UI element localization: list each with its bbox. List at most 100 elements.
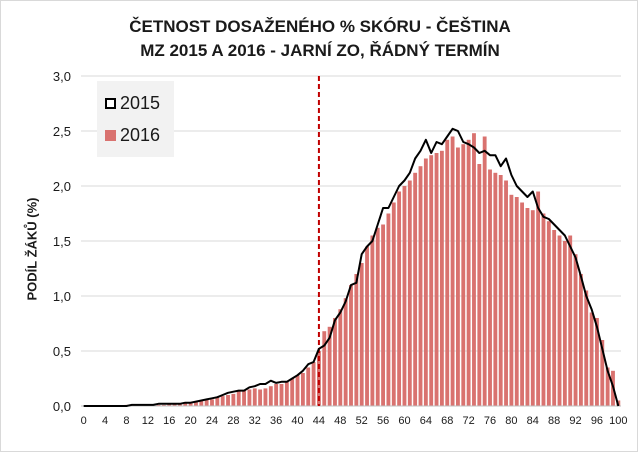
y-tick-label: 0,0: [53, 399, 71, 414]
bar-2016: [450, 136, 455, 406]
bar-2016: [509, 194, 514, 406]
bar-2016: [391, 202, 396, 406]
bar-2016: [605, 367, 610, 406]
bar-2016: [595, 318, 599, 406]
legend-entry-2015: 2015: [105, 91, 160, 115]
bar-2016: [370, 235, 375, 406]
y-axis-title: PODÍL ŽÁKŮ (%): [24, 197, 40, 301]
bar-2016: [172, 403, 177, 406]
bar-2016: [423, 158, 428, 406]
bar-2016: [327, 326, 332, 406]
x-tick-label: 24: [206, 415, 218, 427]
bar-2016: [578, 274, 583, 406]
bar-2016: [584, 290, 589, 406]
bar-2016: [461, 144, 466, 406]
bar-2016: [338, 309, 343, 406]
x-tick-label: 72: [462, 415, 474, 427]
bar-2016: [226, 395, 230, 406]
y-tick-label: 1,0: [53, 289, 71, 304]
bar-2016: [498, 175, 503, 406]
chart-title-line-1: ČETNOST DOSAŽENÉHO % SKÓRU - ČEŠTINA: [129, 17, 511, 36]
bar-2016: [284, 381, 289, 406]
bar-2016: [562, 241, 567, 406]
bar-2016: [204, 399, 209, 406]
chart-title-line-2: MZ 2015 A 2016 - JARNÍ ZO, ŘÁDNÝ TERMÍN: [140, 41, 500, 60]
chart-title: ČETNOST DOSAŽENÉHO % SKÓRU - ČEŠTINA MZ …: [1, 15, 638, 63]
bar-2016: [407, 180, 412, 406]
line-2015: [83, 127, 620, 407]
bar-2016: [290, 378, 295, 406]
bar-2016: [194, 401, 198, 406]
x-tick-label: 100: [609, 415, 627, 427]
legend-swatch-2015: [105, 97, 116, 109]
bar-2016: [343, 298, 348, 406]
bar-2016: [445, 139, 450, 407]
bar-2016: [236, 390, 241, 406]
x-tick-label: 0: [81, 415, 87, 427]
x-tick-label: 12: [142, 415, 154, 427]
bar-2016: [215, 397, 220, 406]
x-tick-label: 16: [163, 415, 175, 427]
x-tick-label: 76: [484, 415, 496, 427]
bar-2016: [300, 373, 305, 406]
y-tick-label: 3,0: [53, 69, 71, 84]
bar-2016: [504, 180, 508, 406]
bar-2016: [546, 221, 551, 406]
bar-2016: [429, 155, 434, 406]
bar-2016: [530, 210, 535, 406]
bar-2016: [317, 351, 321, 406]
bar-2016: [188, 402, 193, 406]
bar-2016: [199, 400, 204, 406]
bar-2016: [552, 230, 557, 406]
bar-2016: [333, 318, 337, 406]
bar-2016: [434, 153, 439, 406]
bar-2016: [557, 235, 562, 406]
x-tick-label: 96: [591, 415, 603, 427]
x-tick-label: 92: [569, 415, 581, 427]
x-tick-label: 88: [548, 415, 560, 427]
bar-2016: [177, 403, 182, 406]
x-tick-label: 28: [227, 415, 239, 427]
legend-label-2016: 2016: [120, 124, 161, 145]
bar-2016: [359, 263, 364, 406]
y-tick-label: 0,5: [53, 344, 71, 359]
bar-2016: [472, 133, 476, 406]
x-tick-label: 32: [249, 415, 261, 427]
bar-2016: [167, 403, 172, 406]
bar-2016: [413, 172, 418, 406]
bar-2016: [466, 139, 471, 407]
bar-2016: [210, 399, 214, 406]
bar-2016: [231, 393, 236, 406]
bar-2016: [418, 166, 423, 406]
x-tick-label: 48: [334, 415, 346, 427]
bar-2016: [397, 191, 402, 406]
bar-2016: [386, 213, 391, 406]
bar-2016: [247, 389, 252, 406]
bar-2016: [600, 340, 605, 406]
bar-2016: [311, 362, 316, 406]
bar-2016: [482, 136, 487, 406]
bar-2016: [183, 402, 188, 406]
bar-2016: [322, 331, 327, 406]
bar-2016: [456, 147, 460, 406]
y-tick-label: 1,5: [53, 234, 71, 249]
bar-2016: [258, 389, 263, 406]
bar-2016: [493, 172, 498, 406]
x-tick-label: 68: [441, 415, 453, 427]
y-tick-label: 2,0: [53, 179, 71, 194]
bar-2016: [349, 285, 353, 406]
bar-2016: [365, 246, 369, 406]
bar-2016: [589, 312, 594, 406]
x-tick-label: 40: [291, 415, 303, 427]
bar-2016: [536, 191, 541, 406]
x-tick-label: 80: [505, 415, 517, 427]
legend-entry-2016: 2016: [105, 123, 160, 147]
bar-2016: [402, 186, 407, 406]
x-tick-label: 52: [356, 415, 368, 427]
bar-2016: [488, 169, 492, 406]
bar-2016: [520, 202, 525, 406]
bar-2016: [295, 375, 300, 406]
x-tick-label: 4: [102, 415, 108, 427]
bar-2016: [514, 197, 519, 406]
